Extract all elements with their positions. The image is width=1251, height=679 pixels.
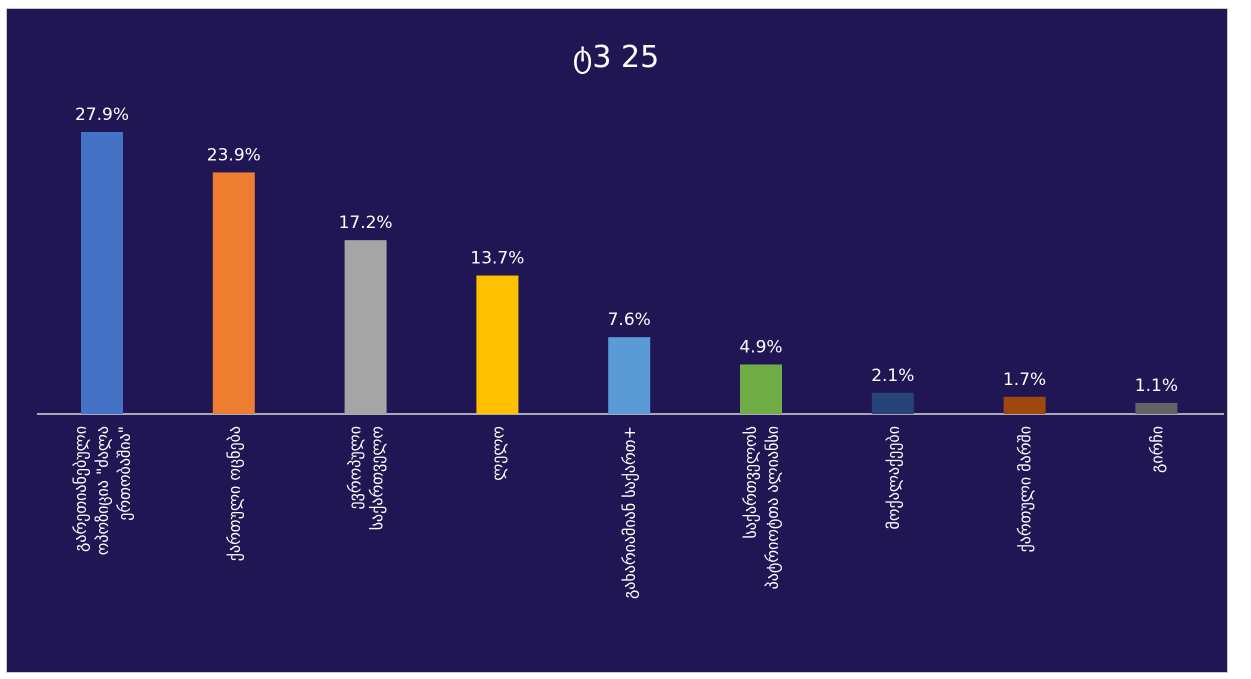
x-tick-label-8: ქართული მარში [1016,426,1035,552]
data-label-9: 1.1% [1135,376,1178,396]
bar-2 [212,172,255,414]
chart-frame: ტ3 25 27.9% გარეთიანებული ოპოზიცია "ძალა ერ… [6,8,1228,673]
x-tick-label-line: პატრიოტთა ალიანსი [763,426,782,589]
bar-5 [608,337,651,414]
x-tick-label-line: ქართული მარში [1016,426,1035,552]
x-tick-label-line: ერთობაშია" [115,426,134,521]
data-label-3: 17.2% [339,213,393,233]
x-tick-label-line: ლელო [488,426,507,481]
data-label-7: 2.1% [871,366,914,386]
x-tick-label-1: გარეთიანებული ოპოზიცია "ძალა ერთობაშია" [71,426,134,555]
data-label-4: 13.7% [470,249,524,269]
x-tick-label-4: ლელო [488,426,507,481]
data-label-8: 1.7% [1003,370,1046,390]
bar-1 [81,132,123,414]
x-tick-label-line: ქართული ოცნება [225,426,244,561]
x-tick-label-3: ევროპული საქართველო [346,426,387,530]
x-tick-label-6: საქართველოს პატრიოტთა ალიანსი [741,426,782,589]
data-label-2: 23.9% [207,145,261,165]
x-tick-label-line: გარეთიანებული [71,426,90,552]
x-tick-label-7: მოქალაქეები [884,426,903,529]
x-tick-label-line: საქართველო [368,426,387,530]
bar-3 [344,240,387,414]
bar-8 [1003,396,1046,414]
x-tick-label-line: მოქალაქეები [884,426,903,529]
bar-7 [871,392,914,414]
bar-chart: ტ3 25 27.9% გარეთიანებული ოპოზიცია "ძალა ერ… [37,40,1224,599]
x-tick-label-line: გირჩი [1147,426,1166,473]
x-tick-label-line: გახარიამიან საქართ+ [620,426,639,599]
x-tick-label-line: ოპოზიცია "ძალა [93,426,112,555]
x-tick-label-2: ქართული ოცნება [225,426,244,561]
bar-6 [740,364,782,414]
x-tick-label-line: საქართველოს [741,426,760,539]
bars-layer: 27.9% გარეთიანებული ოპოზიცია "ძალა ერთობაში… [71,105,1178,599]
x-tick-label-line: ევროპული [346,426,365,509]
bar-9 [1135,402,1178,414]
bar-4 [476,275,519,414]
data-label-6: 4.9% [739,337,782,357]
data-label-5: 7.6% [608,310,651,330]
data-label-1: 27.9% [75,105,129,125]
x-tick-label-5: გახარიამიან საქართ+ [620,426,639,599]
chart-title: ტ3 25 [573,40,659,75]
x-tick-label-9: გირჩი [1147,426,1166,473]
